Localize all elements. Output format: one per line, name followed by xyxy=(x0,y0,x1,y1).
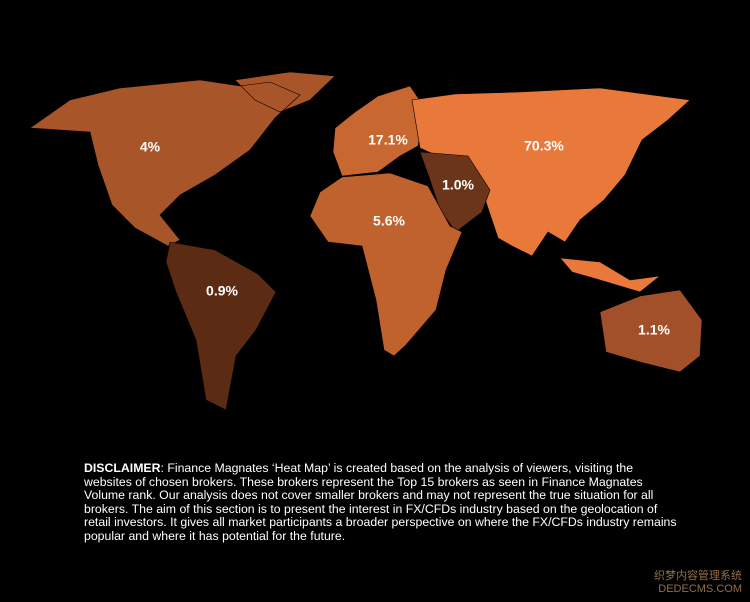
region-label: 0.9% xyxy=(206,283,238,299)
disclaimer-text: : Finance Magnates ‘Heat Map’ is created… xyxy=(84,461,677,543)
region-label: 1.1% xyxy=(638,322,670,338)
disclaimer: DISCLAIMER: Finance Magnates ‘Heat Map’ … xyxy=(84,461,684,544)
region xyxy=(332,85,426,177)
region-label: 1.0% xyxy=(442,177,474,193)
disclaimer-heading: DISCLAIMER xyxy=(84,461,161,475)
region xyxy=(419,151,491,233)
region-label: 17.1% xyxy=(368,132,408,148)
region xyxy=(599,289,703,373)
region xyxy=(309,172,463,357)
region-label: 70.3% xyxy=(524,138,564,154)
watermark: 织梦内容管理系统 DEDECMS.COM xyxy=(654,570,742,596)
region-label: 5.6% xyxy=(373,213,405,229)
region xyxy=(29,71,336,247)
region xyxy=(165,241,277,411)
watermark-line: DEDECMS.COM xyxy=(658,583,742,595)
watermark-line: 织梦内容管理系统 xyxy=(654,570,742,582)
region-label: 4% xyxy=(140,139,161,155)
world-map: 4% 17.1% 70.3% 1.0% 5.6% 0.9% 1.1% xyxy=(29,71,703,411)
